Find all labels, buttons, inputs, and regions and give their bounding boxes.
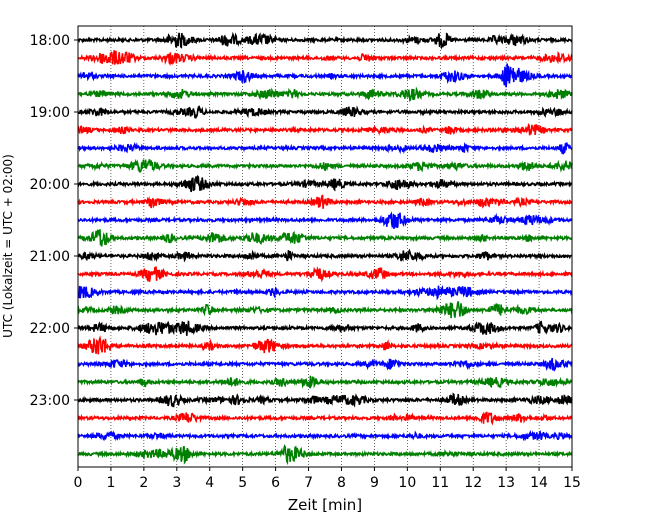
x-tick-label: 5	[238, 475, 247, 491]
seismogram-trace	[77, 320, 573, 336]
y-tick-label: 20:00	[30, 177, 70, 193]
seismogram-trace	[77, 335, 573, 355]
seismogram-trace	[77, 104, 573, 120]
y-tick-label: 21:00	[30, 249, 70, 265]
x-tick-label: 2	[139, 475, 148, 491]
seismogram-trace	[77, 266, 573, 283]
seismogram-trace	[77, 86, 573, 103]
seismogram-trace	[77, 444, 573, 466]
x-tick-label: 7	[304, 475, 313, 491]
seismogram-trace	[77, 63, 573, 88]
seismogram-trace	[77, 392, 573, 408]
x-tick-label: 12	[464, 475, 482, 491]
seismogram-trace	[77, 50, 573, 67]
x-tick-label: 6	[271, 475, 280, 491]
y-axis-ticks: 18:00 19:00 20:00 21:00 22:00 23:00	[30, 33, 78, 409]
y-axis-label: UTC (Lokalzeit = UTC + 02:00)	[1, 154, 15, 338]
seismogram-trace	[77, 375, 573, 390]
seismogram-trace	[77, 194, 573, 209]
seismogram-trace	[77, 122, 573, 136]
seismogram-trace	[77, 284, 573, 301]
x-axis-label: Zeit [min]	[288, 496, 362, 514]
y-tick-label: 23:00	[30, 393, 70, 409]
seismogram-trace	[77, 174, 573, 193]
x-tick-label: 9	[370, 475, 379, 491]
plot-frame	[77, 25, 573, 468]
x-tick-label: 4	[205, 475, 214, 491]
y-tick-label: 18:00	[30, 33, 70, 49]
x-tick-label: 13	[497, 475, 515, 491]
x-axis-ticks: 0 1 2 3 4 5 6 7 8 9 10 11 12 13 14 15	[74, 467, 581, 491]
x-tick-label: 11	[431, 475, 449, 491]
x-tick-label: 10	[398, 475, 416, 491]
y-tick-label: 19:00	[30, 105, 70, 121]
trace-group	[77, 31, 573, 466]
seismogram-trace	[77, 211, 573, 229]
seismogram-trace	[77, 141, 573, 155]
x-tick-label: 1	[106, 475, 115, 491]
seismogram-trace	[77, 357, 573, 372]
x-tick-label: 0	[74, 475, 83, 491]
seismogram-trace	[77, 158, 573, 173]
seismogram-trace	[77, 301, 573, 319]
y-tick-label: 22:00	[30, 321, 70, 337]
x-tick-label: 15	[563, 475, 581, 491]
x-tick-label: 3	[172, 475, 181, 491]
x-tick-label: 8	[337, 475, 346, 491]
x-tick-label: 14	[530, 475, 548, 491]
seismogram-trace	[77, 429, 573, 442]
seismogram-trace	[77, 31, 573, 50]
seismogram-trace	[77, 248, 573, 263]
seismogram-trace	[77, 229, 573, 247]
seismogram-trace	[77, 411, 573, 426]
